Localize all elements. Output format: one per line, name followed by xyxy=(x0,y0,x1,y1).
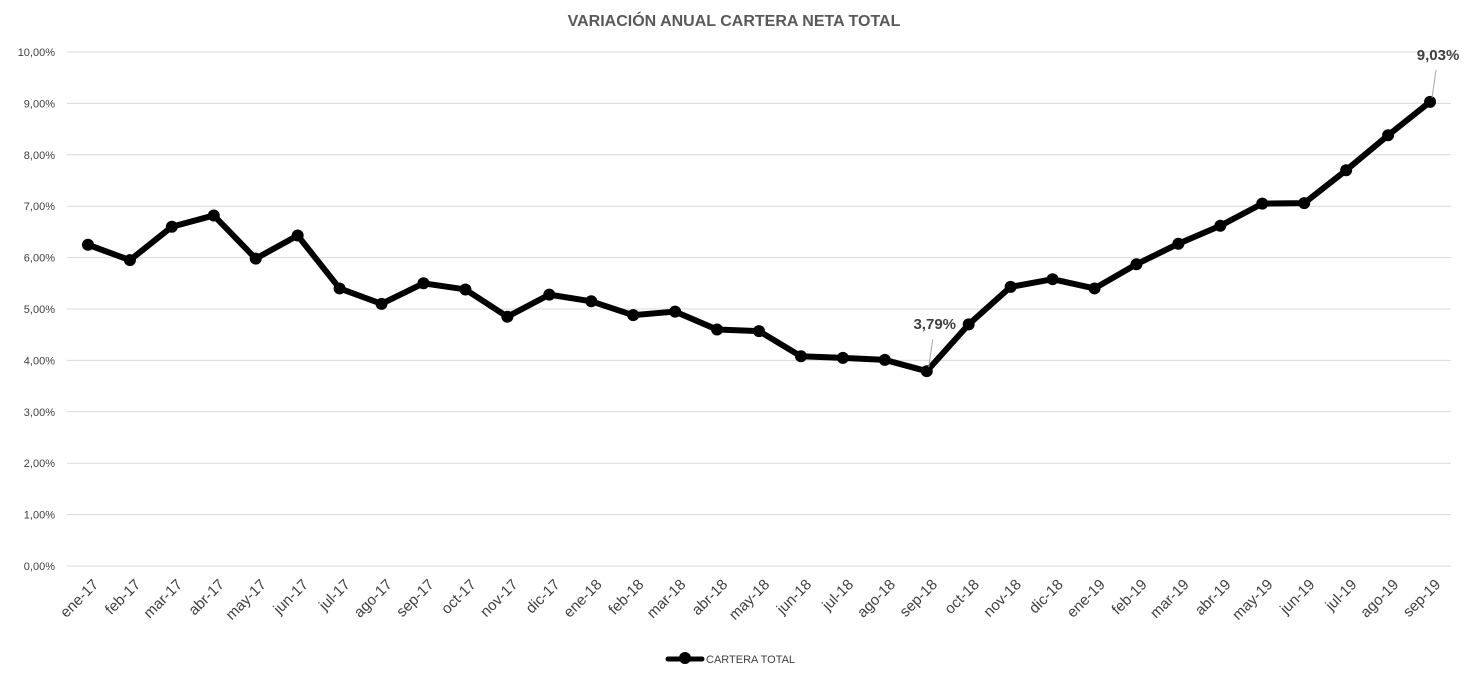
x-tick-label: feb-18 xyxy=(605,576,647,618)
data-point xyxy=(543,288,556,301)
x-tick-label: feb-19 xyxy=(1109,576,1151,618)
x-tick-label: ene-17 xyxy=(57,576,102,621)
data-point xyxy=(501,310,514,323)
y-tick-label: 6,00% xyxy=(24,253,55,265)
x-tick-label: nov-17 xyxy=(477,576,521,620)
x-tick-label: abr-17 xyxy=(185,576,228,619)
x-tick-label: ago-17 xyxy=(351,576,396,621)
y-tick-label: 8,00% xyxy=(24,150,55,162)
x-tick-label: oct-18 xyxy=(941,576,983,618)
x-tick-label: oct-17 xyxy=(438,576,480,618)
legend: CARTERA TOTAL xyxy=(665,652,795,666)
y-axis-ticks: 0,00% 1,00% 2,00% 3,00% 4,00% 5,00% 6,00% 7,00%… xyxy=(18,47,56,573)
data-point xyxy=(375,297,388,310)
y-tick-label: 0,00% xyxy=(24,561,55,573)
legend-dot-marker xyxy=(679,652,691,664)
data-point xyxy=(123,254,136,267)
y-tick-label: 7,00% xyxy=(24,201,55,213)
annotation-leader xyxy=(928,339,934,368)
annotation-leader xyxy=(1431,69,1437,98)
data-point xyxy=(962,318,975,331)
data-point xyxy=(1088,282,1101,295)
x-tick-label: dic-18 xyxy=(1026,576,1067,617)
y-tick-label: 1,00% xyxy=(24,510,55,522)
data-point xyxy=(249,252,262,265)
x-tick-label: sep-18 xyxy=(896,576,940,620)
data-point xyxy=(920,365,933,378)
series-cartera-total xyxy=(81,95,1437,378)
x-tick-label: ago-18 xyxy=(854,576,899,621)
annotations: 3,79% 9,03% xyxy=(913,47,1460,368)
x-tick-label: ene-19 xyxy=(1064,576,1109,621)
data-point xyxy=(291,229,304,242)
legend-label: CARTERA TOTAL xyxy=(706,654,795,666)
data-point xyxy=(1298,197,1311,210)
x-tick-label: mar-18 xyxy=(644,576,690,622)
x-tick-label: nov-18 xyxy=(980,576,1024,620)
data-point xyxy=(333,282,346,295)
x-tick-label: jul-18 xyxy=(818,576,857,615)
y-tick-label: 3,00% xyxy=(24,407,55,419)
x-tick-label: sep-17 xyxy=(393,576,437,620)
data-point xyxy=(81,238,94,251)
x-tick-label: may-19 xyxy=(1229,576,1276,623)
x-tick-label: feb-17 xyxy=(102,576,144,618)
data-point xyxy=(1214,219,1227,232)
x-tick-label: jun-17 xyxy=(270,576,312,618)
data-point xyxy=(459,283,472,296)
y-tick-label: 2,00% xyxy=(24,458,55,470)
x-tick-label: ago-19 xyxy=(1357,576,1402,621)
x-tick-label: jul-17 xyxy=(315,576,354,615)
y-tick-label: 4,00% xyxy=(24,355,55,367)
data-point xyxy=(1130,258,1143,271)
data-point xyxy=(627,309,640,322)
x-tick-label: may-17 xyxy=(223,576,270,623)
x-tick-label: jun-19 xyxy=(1276,576,1318,618)
y-tick-label: 9,00% xyxy=(24,98,55,110)
x-tick-label: jun-18 xyxy=(773,576,815,618)
x-tick-label: dic-17 xyxy=(523,576,564,617)
x-tick-label: abr-18 xyxy=(689,576,732,619)
data-point xyxy=(669,305,682,318)
data-point xyxy=(1172,237,1185,250)
data-point xyxy=(794,350,807,363)
data-point xyxy=(417,277,430,290)
data-point xyxy=(1004,280,1017,293)
chart-title: VARIACIÓN ANUAL CARTERA NETA TOTAL xyxy=(568,11,901,30)
data-point xyxy=(165,220,178,233)
x-tick-label: sep-19 xyxy=(1400,576,1444,620)
data-point xyxy=(1382,129,1395,142)
data-point xyxy=(1424,95,1437,108)
gridlines xyxy=(67,51,1451,567)
x-tick-label: jul-19 xyxy=(1322,576,1361,615)
data-point xyxy=(753,325,765,338)
data-point xyxy=(878,353,891,366)
data-point xyxy=(836,351,849,364)
data-point xyxy=(1256,197,1269,210)
data-label: 9,03% xyxy=(1417,47,1460,64)
data-point xyxy=(207,209,220,222)
data-point xyxy=(1340,164,1353,177)
x-tick-label: abr-19 xyxy=(1192,576,1235,619)
data-point xyxy=(1046,273,1059,286)
y-tick-label: 10,00% xyxy=(18,47,56,59)
x-tick-label: ene-18 xyxy=(560,576,605,621)
data-label: 3,79% xyxy=(913,316,956,333)
y-tick-label: 5,00% xyxy=(24,304,55,316)
x-tick-label: mar-19 xyxy=(1147,576,1193,622)
data-point xyxy=(585,295,598,308)
x-tick-label: mar-17 xyxy=(140,576,186,622)
x-tick-label: may-18 xyxy=(726,576,773,623)
data-point xyxy=(711,323,724,336)
